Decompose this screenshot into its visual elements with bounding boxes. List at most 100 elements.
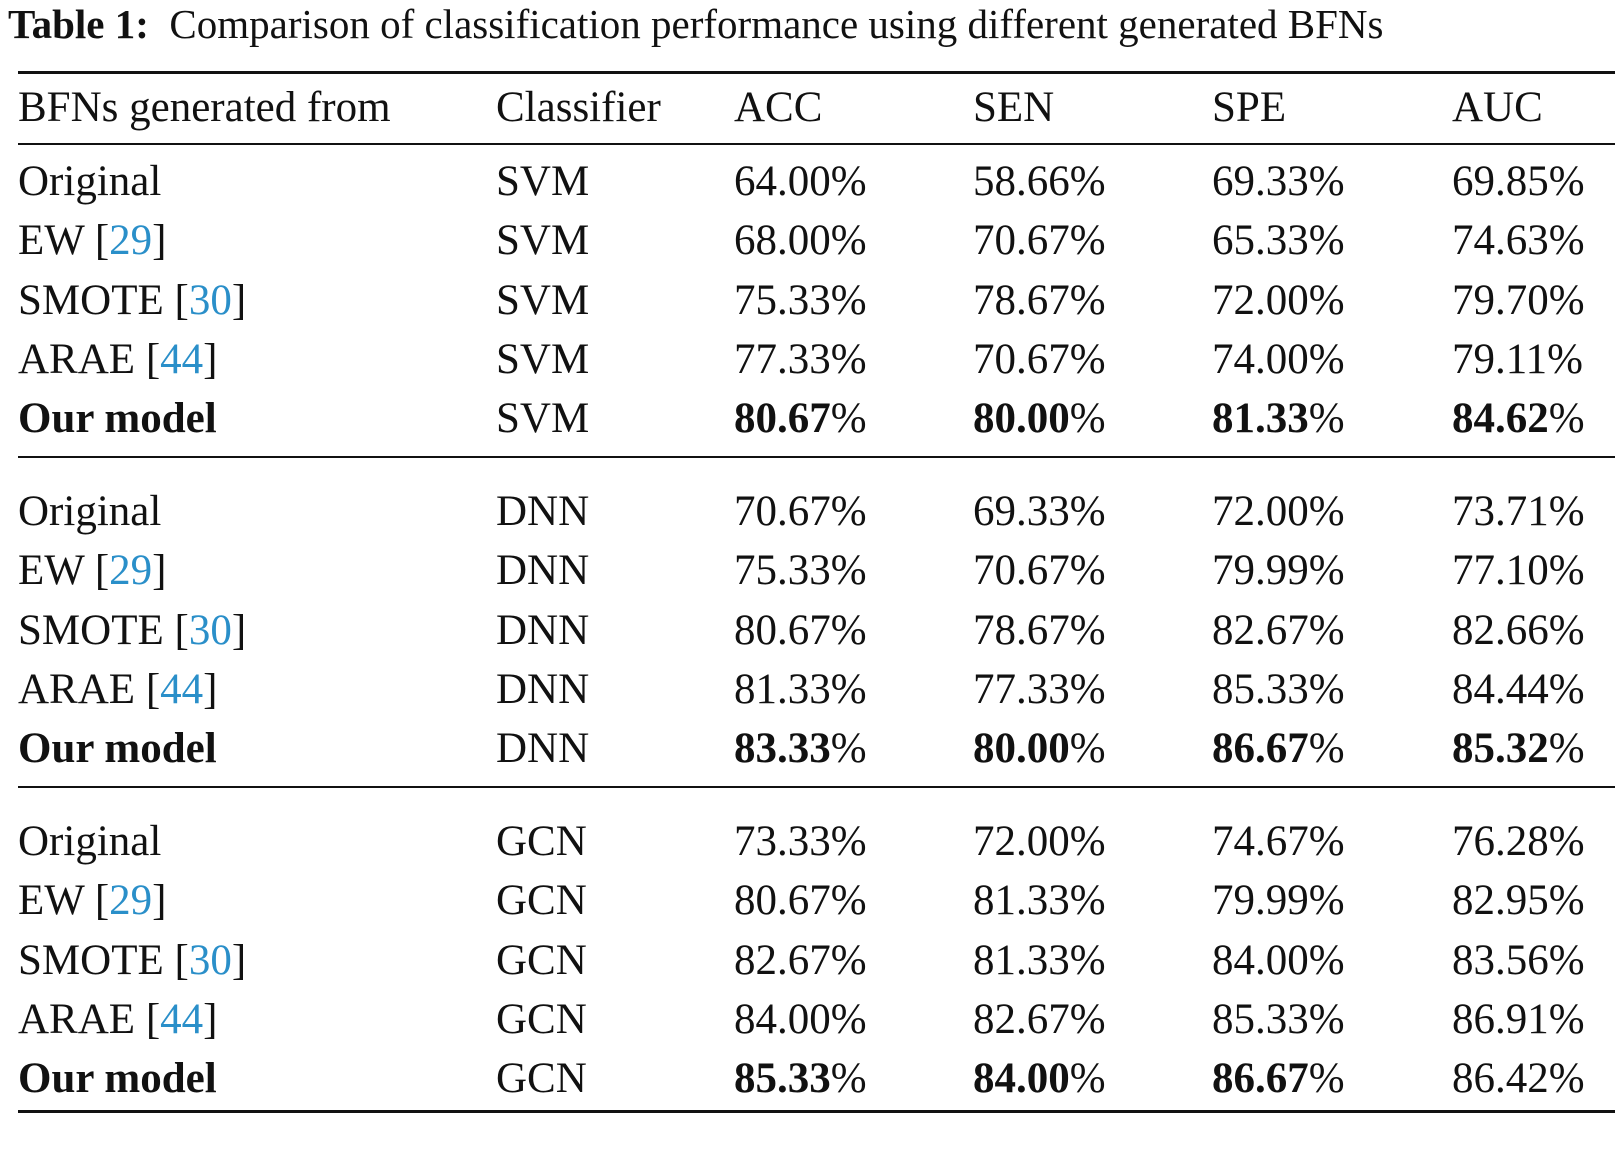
auc-cell: 74.63% xyxy=(1452,213,1585,269)
spe-cell: 79.99% xyxy=(1212,873,1345,929)
spe-cell: 72.00% xyxy=(1212,484,1345,540)
citation-link[interactable]: 30 xyxy=(188,606,232,654)
auc-cell: 76.28% xyxy=(1452,814,1585,870)
method-name: Original xyxy=(18,818,162,865)
acc-value: 75.33 xyxy=(734,547,831,595)
auc-cell: 86.42% xyxy=(1452,1051,1585,1107)
table-row: EW [29] DNN 75.33% 70.67% 79.99% 77.10% xyxy=(0,543,1621,599)
classifier-cell: SVM xyxy=(496,335,590,383)
classifier-cell: DNN xyxy=(496,665,590,713)
sen-unit: % xyxy=(1069,725,1106,773)
classifier-cell: SVM xyxy=(496,158,590,205)
sen-value: 82.67 xyxy=(973,995,1070,1043)
method-cell: SMOTE [30] xyxy=(18,276,247,324)
citation-link[interactable]: 30 xyxy=(188,276,232,324)
sen-cell: 70.67% xyxy=(973,213,1106,269)
auc-value: 74.63 xyxy=(1452,217,1549,265)
spe-unit: % xyxy=(1308,877,1345,925)
spe-value: 81.33 xyxy=(1212,395,1309,443)
acc-unit: % xyxy=(830,1055,867,1103)
acc-cell: 83.33% xyxy=(734,721,867,777)
sen-unit: % xyxy=(1069,547,1106,595)
auc-unit: % xyxy=(1548,1055,1585,1103)
citation-link[interactable]: 44 xyxy=(160,995,204,1043)
spe-unit: % xyxy=(1308,488,1345,535)
method-name: SMOTE xyxy=(18,606,164,654)
spe-cell: 85.33% xyxy=(1212,662,1345,718)
method-name: Our model xyxy=(18,725,217,773)
sen-value: 58.66 xyxy=(973,158,1070,205)
citation-link[interactable]: 44 xyxy=(160,665,204,713)
method-cell: EW [29] xyxy=(18,217,167,265)
sen-cell: 69.33% xyxy=(973,484,1106,540)
auc-unit: % xyxy=(1548,217,1585,265)
sen-value: 72.00 xyxy=(973,818,1070,865)
spe-unit: % xyxy=(1308,936,1345,984)
acc-cell: 80.67% xyxy=(734,391,867,447)
auc-unit: % xyxy=(1548,995,1585,1043)
citation-link[interactable]: 29 xyxy=(109,877,153,925)
table-row: EW [29] GCN 80.67% 81.33% 79.99% 82.95% xyxy=(0,873,1621,929)
auc-value: 86.91 xyxy=(1452,995,1549,1043)
acc-value: 80.67 xyxy=(734,877,831,925)
sen-unit: % xyxy=(1069,276,1106,324)
acc-value: 80.67 xyxy=(734,606,831,654)
table-row: ARAE [44] GCN 84.00% 82.67% 85.33% 86.91% xyxy=(0,992,1621,1048)
acc-unit: % xyxy=(830,335,867,383)
acc-unit: % xyxy=(830,217,867,265)
sen-value: 84.00 xyxy=(973,1055,1070,1103)
auc-unit: % xyxy=(1548,665,1585,713)
table-bottom-rule xyxy=(18,1110,1615,1113)
sen-unit: % xyxy=(1069,1055,1106,1103)
spe-unit: % xyxy=(1308,818,1345,865)
classifier-cell: DNN xyxy=(496,547,590,595)
table-row: Original GCN 73.33% 72.00% 74.67% 76.28% xyxy=(0,814,1621,870)
auc-unit: % xyxy=(1548,877,1585,925)
acc-unit: % xyxy=(830,547,867,595)
method-name: EW xyxy=(18,877,85,925)
classifier-cell: SVM xyxy=(496,276,590,324)
spe-unit: % xyxy=(1308,995,1345,1043)
acc-unit: % xyxy=(830,158,867,205)
acc-cell: 81.33% xyxy=(734,662,867,718)
table-row: SMOTE [30] GCN 82.67% 81.33% 84.00% 83.56% xyxy=(0,933,1621,989)
sen-cell: 80.00% xyxy=(973,391,1106,447)
method-cell: Our model xyxy=(18,391,217,447)
spe-unit: % xyxy=(1308,547,1345,595)
method-name: Original xyxy=(18,158,162,205)
sen-cell: 81.33% xyxy=(973,873,1106,929)
spe-value: 85.33 xyxy=(1212,665,1309,713)
citation-link[interactable]: 29 xyxy=(109,217,153,265)
acc-cell: 73.33% xyxy=(734,814,867,870)
auc-cell: 73.71% xyxy=(1452,484,1585,540)
sen-unit: % xyxy=(1069,818,1106,865)
table-row: SMOTE [30] DNN 80.67% 78.67% 82.67% 82.66% xyxy=(0,603,1621,659)
sen-value: 78.67 xyxy=(973,276,1070,324)
table-row: Original SVM 64.00% 58.66% 69.33% 69.85% xyxy=(0,154,1621,210)
acc-cell: 85.33% xyxy=(734,1051,867,1107)
citation-link[interactable]: 29 xyxy=(109,547,153,595)
table-header-row: BFNs generated from Classifier ACC SEN S… xyxy=(0,80,1621,136)
citation-link[interactable]: 30 xyxy=(188,936,232,984)
acc-value: 81.33 xyxy=(734,665,831,713)
citation-link[interactable]: 44 xyxy=(160,335,204,383)
sen-cell: 72.00% xyxy=(973,814,1106,870)
acc-cell: 82.67% xyxy=(734,933,867,989)
classifier-cell: GCN xyxy=(496,995,587,1043)
acc-unit: % xyxy=(830,818,867,865)
spe-unit: % xyxy=(1308,606,1345,654)
acc-value: 85.33 xyxy=(734,1055,831,1103)
header-sen: SEN xyxy=(973,84,1055,131)
auc-unit: % xyxy=(1548,606,1585,654)
auc-cell: 79.11% xyxy=(1452,332,1583,388)
auc-unit: % xyxy=(1548,936,1585,984)
classifier-cell: GCN xyxy=(496,936,587,984)
acc-cell: 68.00% xyxy=(734,213,867,269)
table-row: Our model SVM 80.67% 80.00% 81.33% 84.62% xyxy=(0,391,1621,447)
auc-value: 82.66 xyxy=(1452,606,1549,654)
spe-value: 86.67 xyxy=(1212,1055,1309,1103)
method-cell: Our model xyxy=(18,1051,217,1107)
spe-value: 72.00 xyxy=(1212,488,1309,535)
sen-unit: % xyxy=(1069,335,1106,383)
sen-cell: 77.33% xyxy=(973,662,1106,718)
